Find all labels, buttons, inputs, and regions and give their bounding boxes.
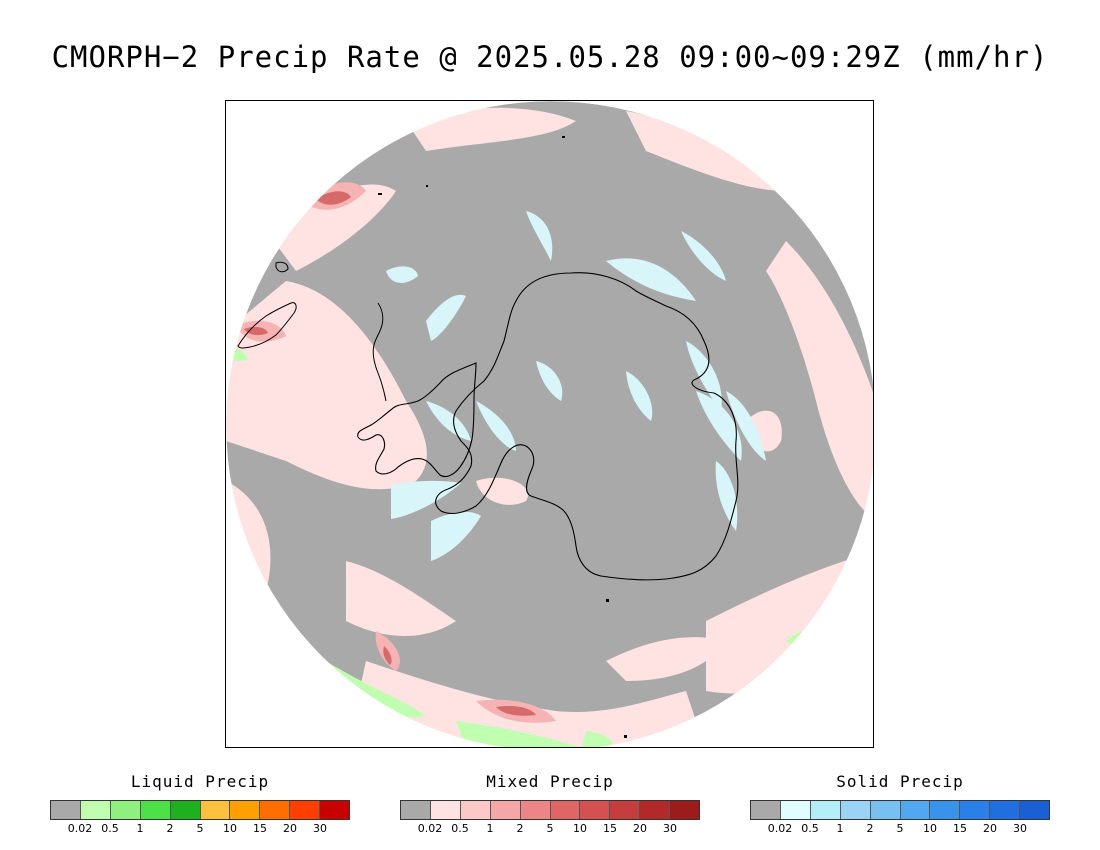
tick-label: 30 [313, 822, 327, 835]
color-box [200, 801, 231, 819]
map-title: CMORPH−2 Precip Rate @ 2025.05.28 09:00~… [51, 40, 1049, 74]
legend-solid-precip: Solid Precip 0.02 0.5 1 2 5 10 15 20 30 [750, 772, 1050, 842]
color-box [290, 801, 321, 819]
legend-liquid-title: Liquid Precip [130, 772, 270, 791]
island-specks [378, 136, 627, 738]
color-box [900, 801, 931, 819]
color-box [640, 801, 671, 819]
color-box [1020, 801, 1050, 819]
color-box [260, 801, 291, 819]
polar-precip-map [225, 100, 874, 748]
tick-label: 0.5 [101, 822, 119, 835]
tick-label: 2 [516, 822, 524, 835]
color-box [170, 801, 201, 819]
tick-label: 0.5 [801, 822, 819, 835]
tick-label: 2 [166, 822, 174, 835]
legend-mixed-title: Mixed Precip [486, 772, 614, 791]
legend-solid-title: Solid Precip [836, 772, 964, 791]
color-box [960, 801, 991, 819]
tick-label: 5 [546, 822, 554, 835]
antarctica-coastline [435, 272, 739, 581]
tick-label: 0.5 [451, 822, 469, 835]
legend-liquid-precip: Liquid Precip 0.02 0.5 1 2 5 10 15 20 30 [50, 772, 350, 842]
tick-label: 20 [983, 822, 997, 835]
color-box [751, 801, 781, 819]
tick-label: 0.02 [417, 822, 443, 835]
tick-label: 5 [196, 822, 204, 835]
color-box [870, 801, 901, 819]
color-box [990, 801, 1021, 819]
color-box [930, 801, 961, 819]
color-box [401, 801, 431, 819]
color-box [840, 801, 871, 819]
color-box [520, 801, 551, 819]
tick-label: 10 [223, 822, 237, 835]
map-svg [226, 101, 873, 747]
color-box [490, 801, 521, 819]
color-box [670, 801, 700, 819]
tick-label: 10 [573, 822, 587, 835]
solid-precip-regions [386, 211, 766, 561]
tick-label: 15 [953, 822, 967, 835]
tick-label: 2 [866, 822, 874, 835]
color-box [51, 801, 81, 819]
tick-label: 15 [253, 822, 267, 835]
color-box [580, 801, 611, 819]
color-box [80, 801, 111, 819]
color-box [610, 801, 641, 819]
tick-label: 20 [633, 822, 647, 835]
mixed-precip-heaviest [244, 191, 536, 716]
color-box [550, 801, 581, 819]
tick-label: 0.02 [767, 822, 793, 835]
legend-solid-colorbar [750, 800, 1050, 820]
color-box [780, 801, 811, 819]
peninsula-tip-coastline [372, 302, 387, 402]
tick-label: 10 [923, 822, 937, 835]
south-america-coastline [237, 302, 297, 349]
color-box [460, 801, 491, 819]
color-box [230, 801, 261, 819]
tick-label: 0.02 [67, 822, 93, 835]
tick-label: 1 [136, 822, 144, 835]
tick-label: 30 [663, 822, 677, 835]
tick-label: 15 [603, 822, 617, 835]
tick-label: 1 [836, 822, 844, 835]
tick-label: 30 [1013, 822, 1027, 835]
tick-label: 20 [283, 822, 297, 835]
legend-mixed-precip: Mixed Precip 0.02 0.5 1 2 5 10 15 20 30 [400, 772, 700, 842]
color-box [430, 801, 461, 819]
tick-label: 1 [486, 822, 494, 835]
legend-mixed-colorbar [400, 800, 700, 820]
color-box [320, 801, 350, 819]
tick-label: 5 [896, 822, 904, 835]
color-box [140, 801, 171, 819]
falkland-islands [275, 261, 289, 273]
antarctic-peninsula-coastline [357, 362, 477, 478]
legend-liquid-colorbar [50, 800, 350, 820]
color-box [110, 801, 141, 819]
color-box [810, 801, 841, 819]
